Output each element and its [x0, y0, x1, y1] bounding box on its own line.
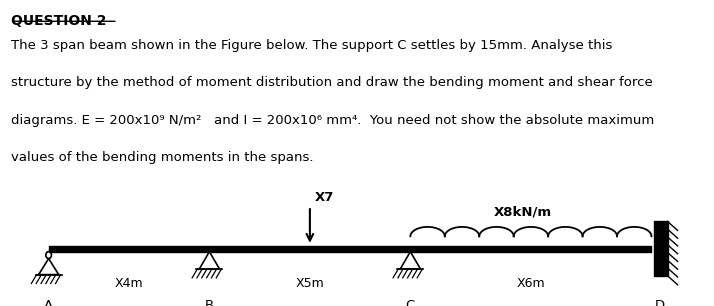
Text: B: B [205, 299, 214, 306]
Text: D: D [655, 299, 665, 306]
Text: C: C [406, 299, 415, 306]
Text: The 3 span beam shown in the Figure below. The support C settles by 15mm. Analys: The 3 span beam shown in the Figure belo… [11, 39, 612, 52]
Text: X5m: X5m [296, 277, 324, 290]
Text: structure by the method of moment distribution and draw the bending moment and s: structure by the method of moment distri… [11, 76, 653, 89]
Text: X4m: X4m [115, 277, 144, 290]
Text: X6m: X6m [517, 277, 545, 290]
Text: diagrams. E = 200x10⁹ N/m²   and I = 200x10⁶ mm⁴.  You need not show the absolut: diagrams. E = 200x10⁹ N/m² and I = 200x1… [11, 114, 654, 127]
Text: values of the bending moments in the spans.: values of the bending moments in the spa… [11, 151, 313, 164]
Text: QUESTION 2: QUESTION 2 [11, 14, 106, 28]
Text: X7: X7 [315, 191, 334, 204]
Text: X8kN/m: X8kN/m [494, 205, 552, 218]
Text: A: A [44, 299, 54, 306]
